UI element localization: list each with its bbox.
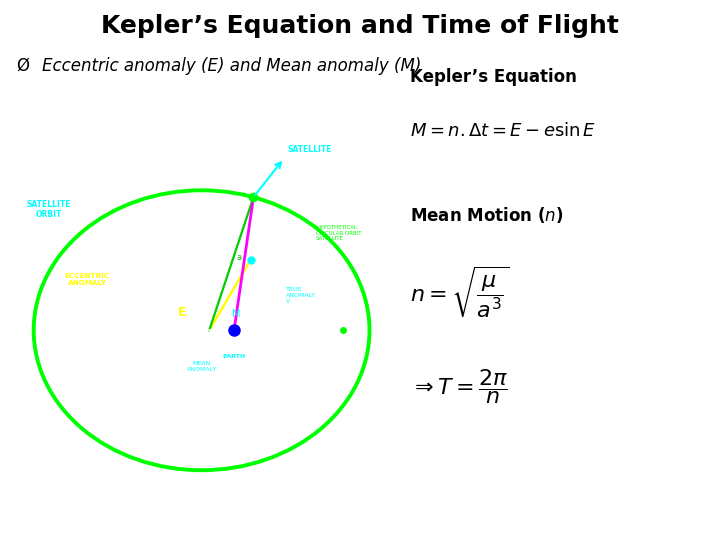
Text: EARTH: EARTH [222,354,246,359]
Text: $M = n.\Delta t = E - e\sin E$: $M = n.\Delta t = E - e\sin E$ [410,122,597,139]
Text: $n = \sqrt{\dfrac{\mu}{a^3}}$: $n = \sqrt{\dfrac{\mu}{a^3}}$ [410,265,510,320]
Text: a: a [236,253,241,262]
Text: Kepler’s Equation: Kepler’s Equation [410,68,577,85]
Text: M: M [232,308,240,319]
Text: Kepler’s Equation and Time of Flight: Kepler’s Equation and Time of Flight [101,14,619,37]
Text: HYPOTHETICAL
CIRCULAR ORBIT
SATELLITE: HYPOTHETICAL CIRCULAR ORBIT SATELLITE [316,225,361,241]
Text: PERIGEE: PERIGEE [326,350,352,355]
Text: E: E [178,306,186,319]
Text: Mean Motion ($n$): Mean Motion ($n$) [410,205,564,225]
Text: Eccentric anomaly (E) and Mean anomaly (M): Eccentric anomaly (E) and Mean anomaly (… [42,57,421,75]
Text: ECCENTRIC
ANOMALY: ECCENTRIC ANOMALY [65,273,109,286]
Text: $\Rightarrow T = \dfrac{2\pi}{n}$: $\Rightarrow T = \dfrac{2\pi}{n}$ [410,367,508,406]
Text: TRUE
ANOMALY
V: TRUE ANOMALY V [286,287,315,303]
Text: Ø: Ø [16,57,29,75]
Text: MEAN
ANOMALY: MEAN ANOMALY [186,361,217,372]
Text: SATELLITE
ORBIT: SATELLITE ORBIT [27,200,71,219]
Text: SATELLITE: SATELLITE [288,145,333,154]
